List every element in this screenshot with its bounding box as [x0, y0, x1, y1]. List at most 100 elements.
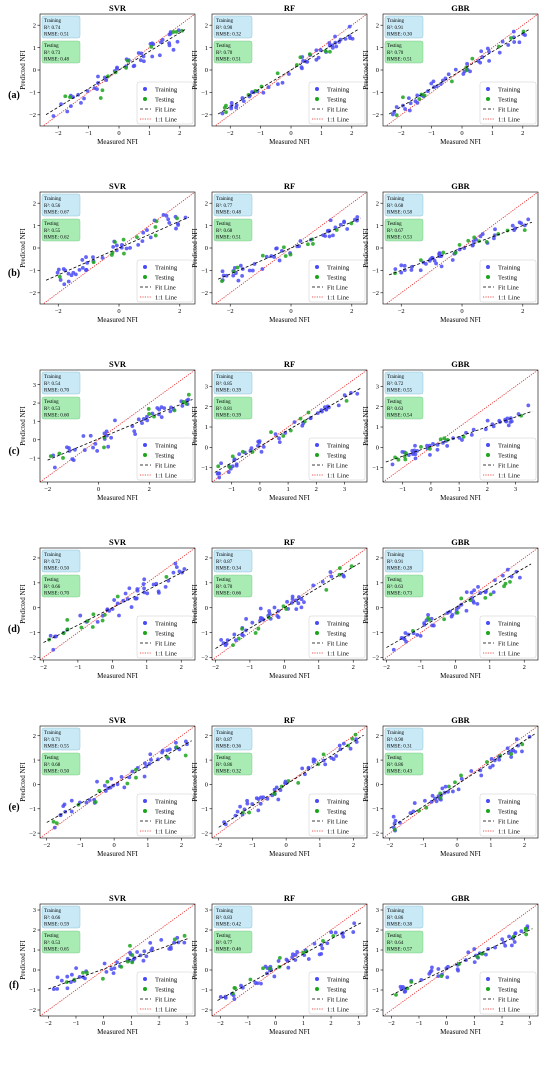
testing-point [261, 966, 265, 971]
legend: Training Testing Fit Line 1:1 Line [136, 971, 194, 1015]
panel-f-svr: SVR −2 −1 0 1 2 3 −2 −1 0 1 2 3 Measured NFI Predicted… [19, 893, 196, 1036]
legend-training-marker [143, 443, 147, 447]
training-point [272, 605, 277, 610]
training-point [311, 759, 316, 764]
training-box-title: Training [44, 197, 62, 202]
legend-testing-marker [315, 809, 319, 813]
fit-line [388, 29, 530, 115]
y-tick-label: 1 [376, 947, 379, 954]
y-axis-label: Predicted NFI [19, 940, 27, 980]
legend-testing-marker [143, 631, 147, 635]
testing-point [344, 398, 349, 403]
legend-label-one-to-one: 1:1 Line [498, 294, 520, 301]
training-point [166, 217, 171, 222]
training-r2: R²: 0.68 [387, 203, 404, 209]
legend-testing-marker [315, 97, 319, 101]
x-tick-label: 0 [102, 1020, 105, 1027]
training-point [250, 268, 255, 273]
training-point [469, 432, 474, 437]
training-point [300, 766, 305, 771]
legend-box [479, 437, 537, 481]
x-tick-label: 2 [352, 842, 355, 849]
training-point [142, 586, 146, 591]
legend-label-one-to-one: 1:1 Line [327, 116, 349, 123]
legend-label-training: Training [498, 620, 521, 627]
testing-point [310, 237, 315, 242]
y-tick-label: −2 [372, 655, 379, 662]
training-point [487, 58, 491, 63]
testing-rmse: RMSE: 0.39 [216, 414, 242, 419]
training-point [484, 589, 488, 594]
x-tick-label: 2 [180, 664, 183, 671]
testing-rmse: RMSE: 0.53 [387, 236, 413, 241]
training-point [48, 633, 53, 638]
testing-point [337, 566, 342, 570]
x-tick-label: 3 [514, 486, 517, 493]
training-point [148, 940, 153, 945]
y-tick-label: 2 [33, 555, 36, 562]
testing-point [394, 992, 398, 997]
training-point [77, 267, 82, 272]
x-tick-label: 0 [454, 664, 457, 671]
training-point [415, 93, 420, 98]
training-point [165, 748, 170, 753]
testing-point [230, 454, 235, 459]
testing-point [128, 943, 132, 948]
training-point [182, 940, 187, 945]
legend-label-one-to-one: 1:1 Line [155, 1006, 177, 1013]
x-tick-label: −1 [420, 842, 427, 849]
training-point [390, 462, 395, 467]
training-point [233, 638, 238, 643]
y-tick-label: 0 [376, 605, 379, 612]
testing-point [475, 954, 480, 959]
testing-point [84, 970, 89, 975]
x-axis-label: Measured NFI [97, 672, 138, 680]
y-axis-label: Predicted NFI [19, 406, 27, 446]
testing-box-bg [384, 218, 424, 242]
training-point [93, 441, 98, 446]
x-tick-label: −1 [77, 842, 84, 849]
training-point [275, 82, 280, 87]
y-tick-label: 2 [33, 400, 36, 407]
x-tick-label: 2 [157, 1020, 160, 1027]
training-point [229, 101, 234, 105]
training-point [138, 953, 143, 958]
y-tick-label: 0 [376, 782, 379, 789]
legend-label-one-to-one: 1:1 Line [498, 1006, 520, 1013]
legend-box [308, 259, 366, 303]
testing-point [124, 65, 128, 70]
training-point [111, 971, 116, 976]
training-r2: R²: 0.71 [44, 737, 61, 743]
testing-rmse: RMSE: 0.66 [216, 592, 242, 597]
training-point [342, 220, 346, 225]
training-point [431, 79, 436, 84]
panel-a-gbr: GBR −2 −1 0 1 2 −2 −1 0 1 2 Measured NFI Predicted N… [362, 3, 539, 146]
testing-point [277, 955, 282, 960]
training-point [526, 217, 531, 222]
training-point [113, 418, 117, 423]
training-point [278, 788, 283, 793]
training-point [151, 582, 156, 587]
training-point [96, 74, 100, 79]
training-point [526, 403, 531, 408]
x-tick-label: 1 [457, 486, 460, 493]
testing-point [235, 265, 240, 270]
testing-rmse: RMSE: 0.60 [44, 414, 70, 419]
training-point [66, 279, 71, 284]
training-point [129, 605, 134, 609]
training-point [509, 574, 514, 579]
training-point [183, 739, 188, 744]
y-tick-label: 0 [33, 967, 36, 974]
panel-title: SVR [109, 893, 127, 903]
legend-label-fit-line: Fit Line [155, 462, 176, 469]
testing-point [174, 29, 179, 34]
training-point [337, 743, 342, 748]
testing-point [328, 49, 332, 54]
